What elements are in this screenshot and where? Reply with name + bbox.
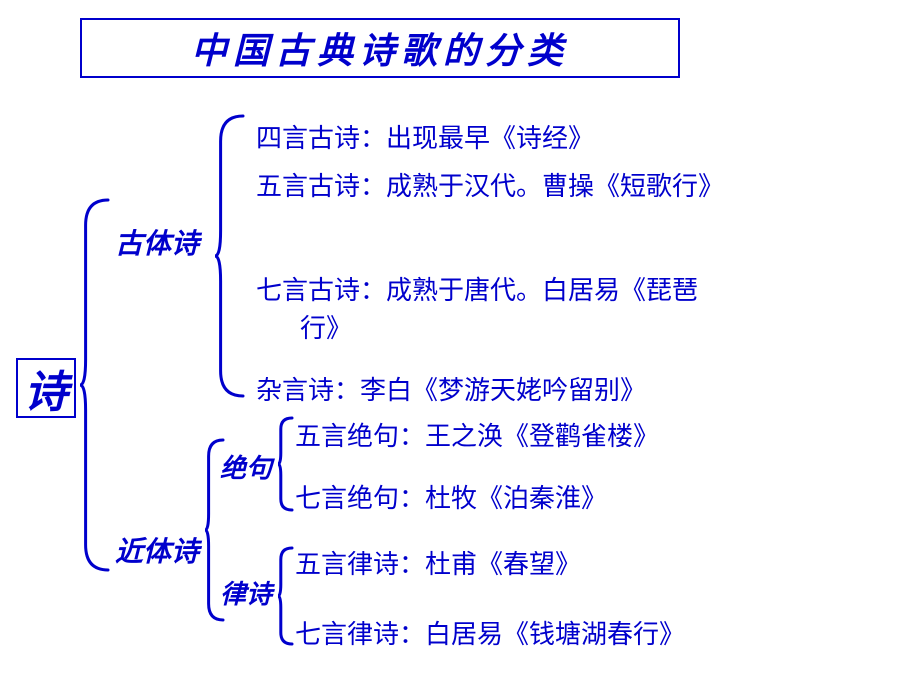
brace-root xyxy=(80,200,108,570)
category-jinti: 近体诗 xyxy=(115,530,199,570)
category-lvshi: 律诗 xyxy=(220,574,272,611)
title-box: 中国古典诗歌的分类 xyxy=(80,18,680,78)
brace-lvshi xyxy=(278,548,292,644)
root-label: 诗 xyxy=(24,356,68,420)
leaf-line: 七言律诗：白居易《钱塘湖春行》 xyxy=(295,614,685,651)
leaf-line: 杂言诗：李白《梦游天姥吟留别》 xyxy=(256,370,646,407)
leaf-line: 七言古诗：成熟于唐代。白居易《琵琶 xyxy=(256,270,698,307)
category-jueju: 绝句 xyxy=(220,448,272,485)
brace-guti xyxy=(215,116,243,396)
category-guti: 古体诗 xyxy=(115,222,199,262)
leaf-line: 五言绝句：王之涣《登鹳雀楼》 xyxy=(295,416,659,453)
leaf-line: 五言律诗：杜甫《春望》 xyxy=(295,544,581,581)
brace-jueju xyxy=(278,418,292,510)
root-box: 诗 xyxy=(16,358,76,418)
leaf-line: 行》 xyxy=(300,308,352,345)
leaf-line: 四言古诗：出现最早《诗经》 xyxy=(256,118,594,155)
leaf-line: 五言古诗：成熟于汉代。曹操《短歌行》 xyxy=(256,166,724,203)
page-title: 中国古典诗歌的分类 xyxy=(191,22,569,74)
leaf-line: 七言绝句：杜牧《泊秦淮》 xyxy=(295,478,607,515)
